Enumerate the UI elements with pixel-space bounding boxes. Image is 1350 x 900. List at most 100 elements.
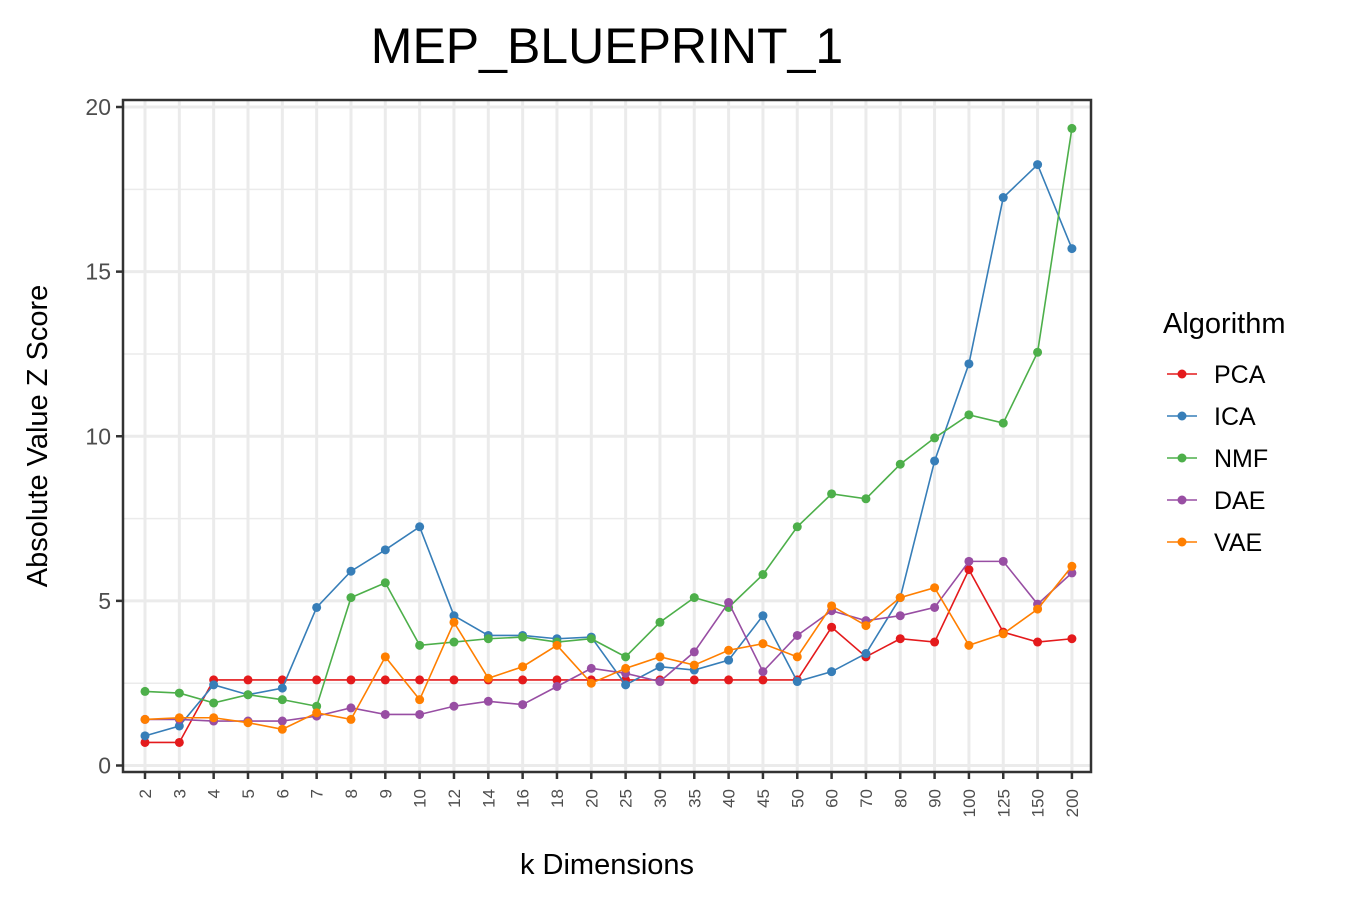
ica-point — [861, 649, 871, 659]
nmf-line — [144, 128, 1073, 708]
pca-point — [174, 737, 184, 747]
chart-title: MEP_BLUEPRINT_1 — [371, 18, 843, 74]
nmf-point — [277, 695, 287, 705]
vae-point — [792, 652, 802, 662]
pca-point — [758, 675, 768, 685]
x-tick-label: 150 — [1029, 789, 1048, 817]
legend-swatch-point — [1177, 453, 1187, 463]
pca-point — [312, 675, 322, 685]
pca-point — [552, 675, 562, 685]
vae-point — [861, 621, 871, 631]
x-tick-label: 35 — [685, 789, 704, 808]
x-tick-label: 12 — [445, 789, 464, 808]
ica-line — [144, 163, 1073, 737]
legend-label: ICA — [1214, 403, 1256, 431]
dae-point — [964, 556, 974, 566]
nmf-point — [346, 593, 356, 603]
legend: Algorithm PCA ICA NMF DAE VAE — [1163, 308, 1286, 557]
vae-point — [415, 695, 425, 705]
nmf-point — [174, 688, 184, 698]
pca-point — [1067, 634, 1077, 644]
vae-point — [209, 713, 219, 723]
nmf-point — [586, 634, 596, 644]
dae-point — [792, 630, 802, 640]
vae-point — [621, 663, 631, 673]
nmf-point — [449, 637, 459, 647]
nmf-point — [518, 632, 528, 642]
nmf-point — [209, 698, 219, 708]
vae-point — [174, 713, 184, 723]
y-tick-label: 5 — [98, 588, 111, 614]
nmf-point — [861, 494, 871, 504]
y-tick-label: 0 — [98, 753, 111, 779]
legend-label: DAE — [1214, 487, 1265, 515]
ica-point — [1033, 160, 1043, 170]
x-tick-label: 18 — [548, 789, 567, 808]
nmf-point — [415, 640, 425, 650]
vae-point — [552, 640, 562, 650]
x-tick-label: 3 — [170, 789, 189, 798]
pca-point — [724, 675, 734, 685]
x-tick-label: 6 — [273, 789, 292, 798]
dae-point — [724, 598, 734, 608]
pca-point — [518, 675, 528, 685]
x-tick-label: 10 — [411, 789, 430, 808]
x-tick-label: 2 — [136, 789, 155, 798]
dae-point — [277, 716, 287, 726]
ica-point — [174, 721, 184, 731]
x-tick-label: 40 — [720, 789, 739, 808]
x-tick-label: 50 — [788, 789, 807, 808]
dae-point — [380, 709, 390, 719]
dae-point — [895, 611, 905, 621]
vae-point — [689, 660, 699, 670]
pca-point — [346, 675, 356, 685]
vae-line — [144, 565, 1073, 731]
x-tick-label: 5 — [239, 789, 258, 798]
x-tick-label: 14 — [479, 789, 498, 808]
nmf-point — [1033, 347, 1043, 357]
y-axis: 0 5 10 15 20 — [85, 94, 123, 779]
dae-point — [518, 700, 528, 710]
pca-point — [827, 622, 837, 632]
x-tick-label: 20 — [582, 789, 601, 808]
dae-point — [930, 602, 940, 612]
dae-point — [449, 701, 459, 711]
vae-point — [964, 640, 974, 650]
vae-point — [998, 629, 1008, 639]
dae-point — [415, 709, 425, 719]
y-tick-label: 20 — [85, 94, 111, 120]
legend-label: VAE — [1214, 529, 1262, 557]
series-nmf — [140, 123, 1077, 711]
vae-point — [312, 708, 322, 718]
ica-point — [724, 655, 734, 665]
ica-point — [998, 193, 1008, 203]
y-tick-label: 15 — [85, 259, 111, 285]
nmf-point — [758, 570, 768, 580]
x-tick-label: 8 — [342, 789, 361, 798]
legend-label: PCA — [1214, 361, 1266, 389]
x-tick-label: 16 — [514, 789, 533, 808]
legend-item-dae: DAE — [1167, 487, 1265, 515]
vae-point — [895, 593, 905, 603]
vae-point — [518, 662, 528, 672]
ica-point — [792, 677, 802, 687]
nmf-point — [792, 522, 802, 532]
nmf-point — [1067, 123, 1077, 133]
ica-point — [655, 662, 665, 672]
dae-point — [1067, 568, 1077, 578]
x-tick-label: 90 — [926, 789, 945, 808]
ica-point — [312, 602, 322, 612]
nmf-point — [998, 418, 1008, 428]
pca-point — [140, 737, 150, 747]
x-tick-label: 7 — [308, 789, 327, 798]
nmf-point — [243, 690, 253, 700]
x-axis: 2 3 4 5 6 7 8 9 10 12 14 16 18 20 25 30 35 40 45 50 60 70 80 90… — [136, 772, 1082, 817]
vae-point — [724, 645, 734, 655]
vae-point — [346, 714, 356, 724]
x-tick-label: 9 — [376, 789, 395, 798]
vae-point — [483, 673, 493, 683]
dae-point — [483, 696, 493, 706]
nmf-point — [621, 652, 631, 662]
ica-point — [1067, 244, 1077, 254]
ica-point — [758, 611, 768, 621]
